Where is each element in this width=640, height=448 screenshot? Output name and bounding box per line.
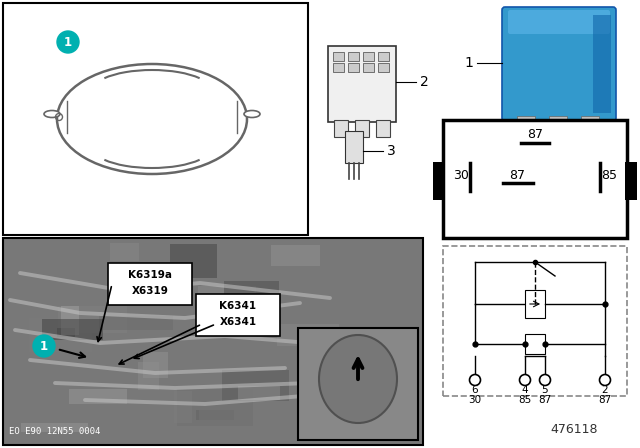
Bar (298, 328, 418, 440)
Bar (625, 162, 637, 200)
FancyBboxPatch shape (502, 7, 616, 121)
Bar (335, 421, 383, 429)
Bar (308, 345, 331, 376)
Bar (348, 63, 359, 72)
Bar (277, 324, 339, 346)
Bar (170, 244, 217, 278)
Bar (549, 116, 567, 138)
Bar (196, 294, 280, 336)
Text: K6341: K6341 (220, 301, 257, 311)
Bar (69, 389, 127, 404)
Text: X6319: X6319 (132, 286, 168, 296)
Bar (433, 162, 445, 200)
Bar (42, 319, 103, 340)
Ellipse shape (44, 111, 60, 117)
Ellipse shape (244, 111, 260, 117)
Text: EO E90 12N55 0004: EO E90 12N55 0004 (9, 427, 100, 436)
Bar (517, 116, 535, 138)
Bar (238, 386, 280, 400)
Bar (58, 306, 127, 333)
Bar (3, 238, 423, 445)
Bar (138, 362, 159, 390)
Text: 2: 2 (420, 75, 429, 89)
Bar (198, 286, 256, 295)
Bar (348, 52, 359, 61)
Text: 1: 1 (464, 56, 473, 70)
Bar (196, 410, 234, 420)
Bar (99, 316, 173, 330)
Text: 87: 87 (538, 395, 552, 405)
Bar (345, 131, 363, 163)
Bar (593, 15, 611, 113)
Circle shape (57, 31, 79, 53)
Bar (376, 120, 390, 137)
Bar (177, 389, 253, 426)
Bar (57, 328, 75, 337)
Ellipse shape (319, 335, 397, 423)
Bar (525, 334, 545, 354)
Circle shape (33, 335, 55, 357)
Text: 1: 1 (64, 35, 72, 48)
Bar (3, 3, 308, 235)
Circle shape (600, 375, 611, 385)
Text: 30: 30 (468, 395, 481, 405)
Text: 5: 5 (541, 385, 548, 395)
Circle shape (540, 375, 550, 385)
Bar (108, 263, 192, 305)
Bar (443, 246, 627, 396)
Text: 1: 1 (40, 340, 48, 353)
Text: 85: 85 (601, 168, 617, 181)
Text: 87: 87 (509, 168, 525, 181)
Bar (174, 391, 192, 423)
Bar (333, 52, 344, 61)
Bar (61, 306, 79, 335)
Text: X6341: X6341 (220, 317, 257, 327)
Text: 85: 85 (518, 395, 532, 405)
Bar (328, 46, 396, 122)
Text: 6: 6 (472, 385, 478, 395)
Bar (525, 290, 545, 318)
Bar (21, 423, 88, 432)
Bar (110, 243, 139, 261)
Text: 4: 4 (522, 385, 528, 395)
Bar (355, 120, 369, 137)
Bar (363, 52, 374, 61)
Circle shape (470, 375, 481, 385)
Bar (29, 318, 92, 352)
Bar (143, 352, 168, 378)
Bar (443, 120, 627, 238)
Bar (363, 63, 374, 72)
Bar (271, 245, 320, 266)
Bar (333, 63, 344, 72)
Ellipse shape (57, 64, 247, 174)
Text: 87: 87 (527, 128, 543, 141)
Bar (199, 401, 246, 420)
Bar (316, 426, 360, 439)
Bar (378, 63, 389, 72)
Bar (581, 116, 599, 138)
Text: K6319a: K6319a (128, 270, 172, 280)
Bar (224, 281, 279, 317)
FancyBboxPatch shape (508, 10, 610, 34)
Text: 3: 3 (387, 144, 396, 158)
Circle shape (520, 375, 531, 385)
Bar (378, 52, 389, 61)
Text: 476118: 476118 (550, 423, 598, 436)
Text: 30: 30 (453, 168, 469, 181)
Text: 87: 87 (598, 395, 612, 405)
Bar (334, 120, 348, 137)
Bar (222, 370, 289, 401)
Text: 2: 2 (602, 385, 608, 395)
